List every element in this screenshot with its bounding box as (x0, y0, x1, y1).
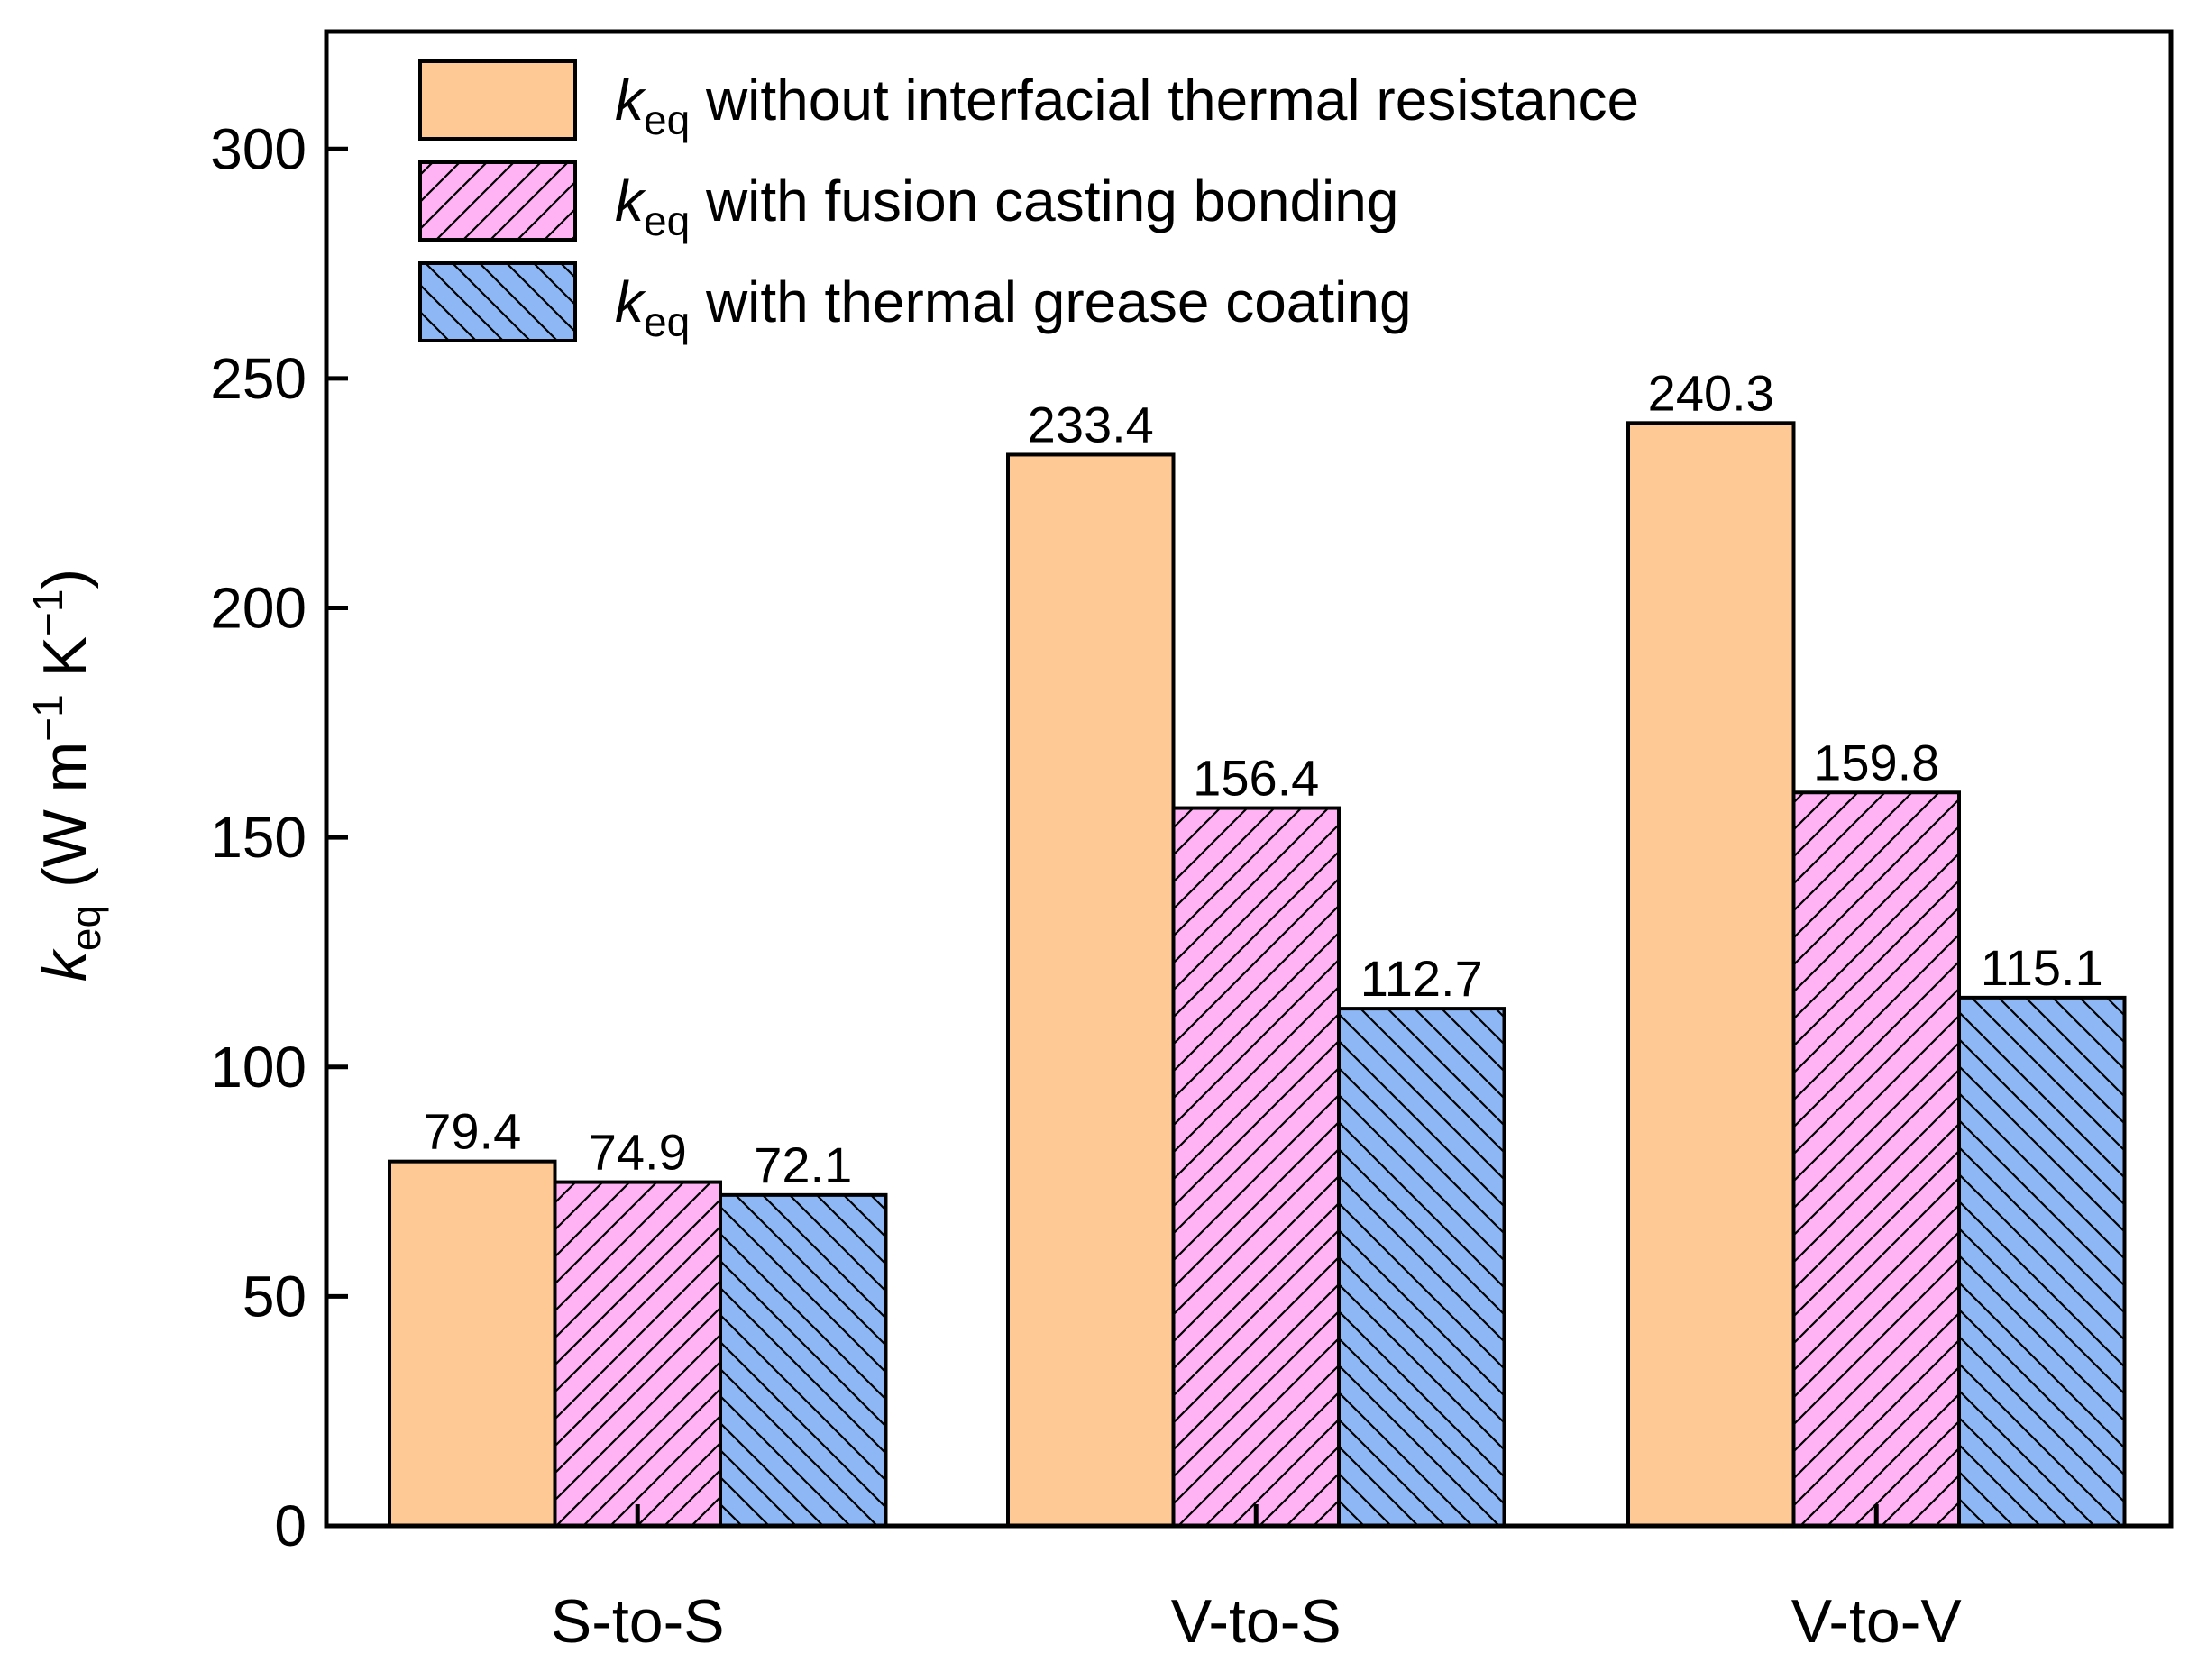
data-label-v-to-s-thermal-grease: 112.7 (1360, 950, 1483, 1007)
y-axis-title: keq (W m−1 K−1) (24, 569, 109, 982)
y-axis: 0 50 100 150 200 250 300 (210, 116, 348, 1558)
bar-v-to-v-thermal-grease (1957, 995, 2127, 1528)
bar-v-to-s-fusion-casting (1171, 806, 1341, 1528)
data-label-s-to-s-fusion-casting: 74.9 (589, 1124, 687, 1181)
legend-swatch-without-resistance (418, 59, 577, 141)
legend-label-without-resistance: keq without interfacial thermal resistan… (615, 68, 1639, 143)
y-tick-label: 50 (243, 1264, 307, 1328)
data-label-s-to-s-thermal-grease: 72.1 (754, 1137, 852, 1193)
y-tick-label: 250 (210, 346, 307, 411)
data-label-v-to-s-without-resistance: 233.4 (1028, 396, 1154, 452)
y-tick-label: 0 (274, 1493, 307, 1558)
legend-swatch-thermal-grease (418, 261, 577, 342)
x-tick-label-v-to-v: V-to-V (1791, 1587, 1963, 1656)
bar-s-to-s-thermal-grease (719, 1192, 888, 1529)
x-tick-label-v-to-s: V-to-S (1171, 1587, 1342, 1656)
bar-s-to-s-fusion-casting (553, 1180, 722, 1528)
plot-frame (324, 29, 2174, 1529)
legend-swatch-fusion-casting (418, 160, 577, 242)
data-label-v-to-v-thermal-grease: 115.1 (1981, 939, 2103, 996)
y-tick-label: 200 (210, 576, 307, 641)
legend: keq without interfacial thermal resistan… (418, 59, 1639, 345)
legend-label-thermal-grease: keq with thermal grease coating (615, 269, 1412, 345)
x-axis: S-to-S V-to-S V-to-V (551, 1504, 1962, 1656)
x-tick-label-s-to-s: S-to-S (551, 1587, 725, 1656)
bars-layer (388, 421, 2127, 1529)
bar-v-to-s-without-resistance (1006, 452, 1176, 1529)
bar-v-to-s-thermal-grease (1337, 1007, 1506, 1528)
y-tick-label: 300 (210, 116, 307, 181)
data-labels-layer: 79.4 233.4 240.3 74.9 156.4 159.8 72.1 112.7 115… (423, 364, 2102, 1193)
data-label-v-to-v-without-resistance: 240.3 (1648, 364, 1774, 421)
data-label-s-to-s-without-resistance: 79.4 (423, 1103, 521, 1160)
bar-s-to-s-without-resistance (388, 1159, 557, 1528)
bar-v-to-v-without-resistance (1626, 421, 1796, 1528)
legend-label-fusion-casting: keq with fusion casting bonding (615, 169, 1398, 244)
data-label-v-to-v-fusion-casting: 159.8 (1813, 734, 1939, 790)
data-label-v-to-s-fusion-casting: 156.4 (1193, 750, 1319, 807)
bar-v-to-v-fusion-casting (1791, 790, 1961, 1528)
y-tick-label: 150 (210, 805, 307, 870)
y-tick-label: 100 (210, 1035, 307, 1100)
